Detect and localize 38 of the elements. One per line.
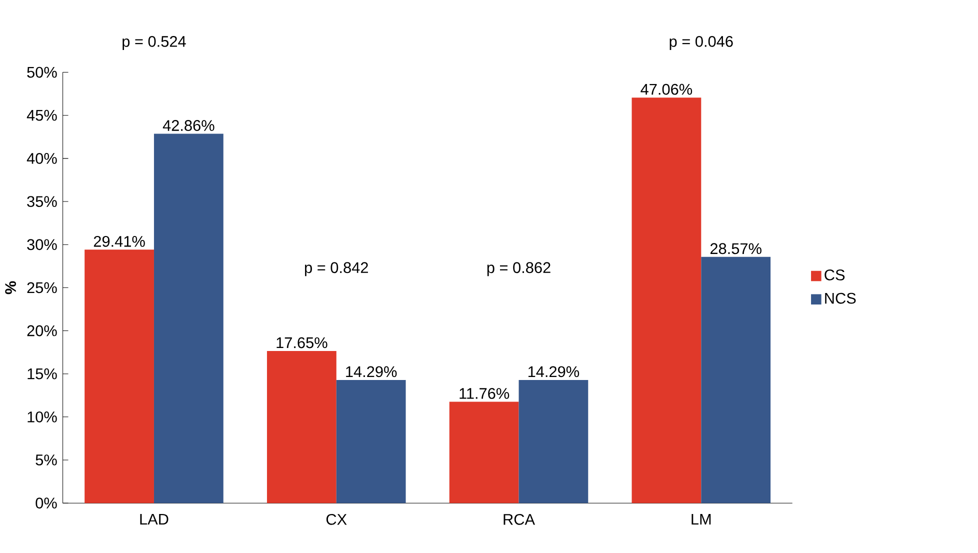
data-label: 14.29% (528, 366, 580, 378)
y-tick-label: 40% (26, 152, 57, 164)
y-tick-label: 50% (27, 66, 57, 78)
text: p = 0.524 (122, 36, 186, 50)
y-axis-title: % (5, 281, 16, 294)
y-tick-label: 25% (27, 282, 57, 294)
y-tick-label: 0% (36, 498, 57, 508)
bar (84, 250, 154, 503)
y-tick-label: 30% (27, 239, 57, 250)
data-label: 11.76% (460, 388, 510, 399)
data-label: 29.41% (94, 236, 145, 247)
y-tick-label: 15% (28, 368, 57, 380)
data-label: 14.29% (346, 366, 397, 378)
bar (266, 350, 336, 503)
data-label: 28.57% (710, 243, 762, 254)
y-tick-label: 5% (36, 454, 57, 466)
x-tick-label: LAD (140, 514, 168, 524)
y-tick-label: 35% (27, 196, 57, 207)
data-label: 42.86% (162, 120, 214, 131)
data-label: 47.06% (640, 84, 692, 95)
y-tick-label: 10% (28, 411, 57, 422)
x-tick-label: RCA (504, 514, 536, 525)
bar (336, 380, 406, 503)
annotation: p = 0.862 (487, 262, 550, 276)
bar (518, 380, 588, 503)
legend-label: CS (824, 269, 845, 280)
bar (632, 98, 702, 503)
bar (154, 134, 224, 503)
bar (449, 402, 519, 503)
annotation: p = 0.842 (305, 262, 368, 276)
x-tick-label: LM (692, 514, 711, 524)
x-tick-label: CX (326, 514, 347, 525)
bar (701, 256, 771, 503)
text: p = 0.046 (670, 36, 733, 50)
y-tick-label: 20% (27, 325, 57, 336)
y-tick-label: 45% (26, 110, 57, 121)
data-label: 17.65% (276, 337, 328, 348)
legend-label: NCS (825, 292, 856, 304)
